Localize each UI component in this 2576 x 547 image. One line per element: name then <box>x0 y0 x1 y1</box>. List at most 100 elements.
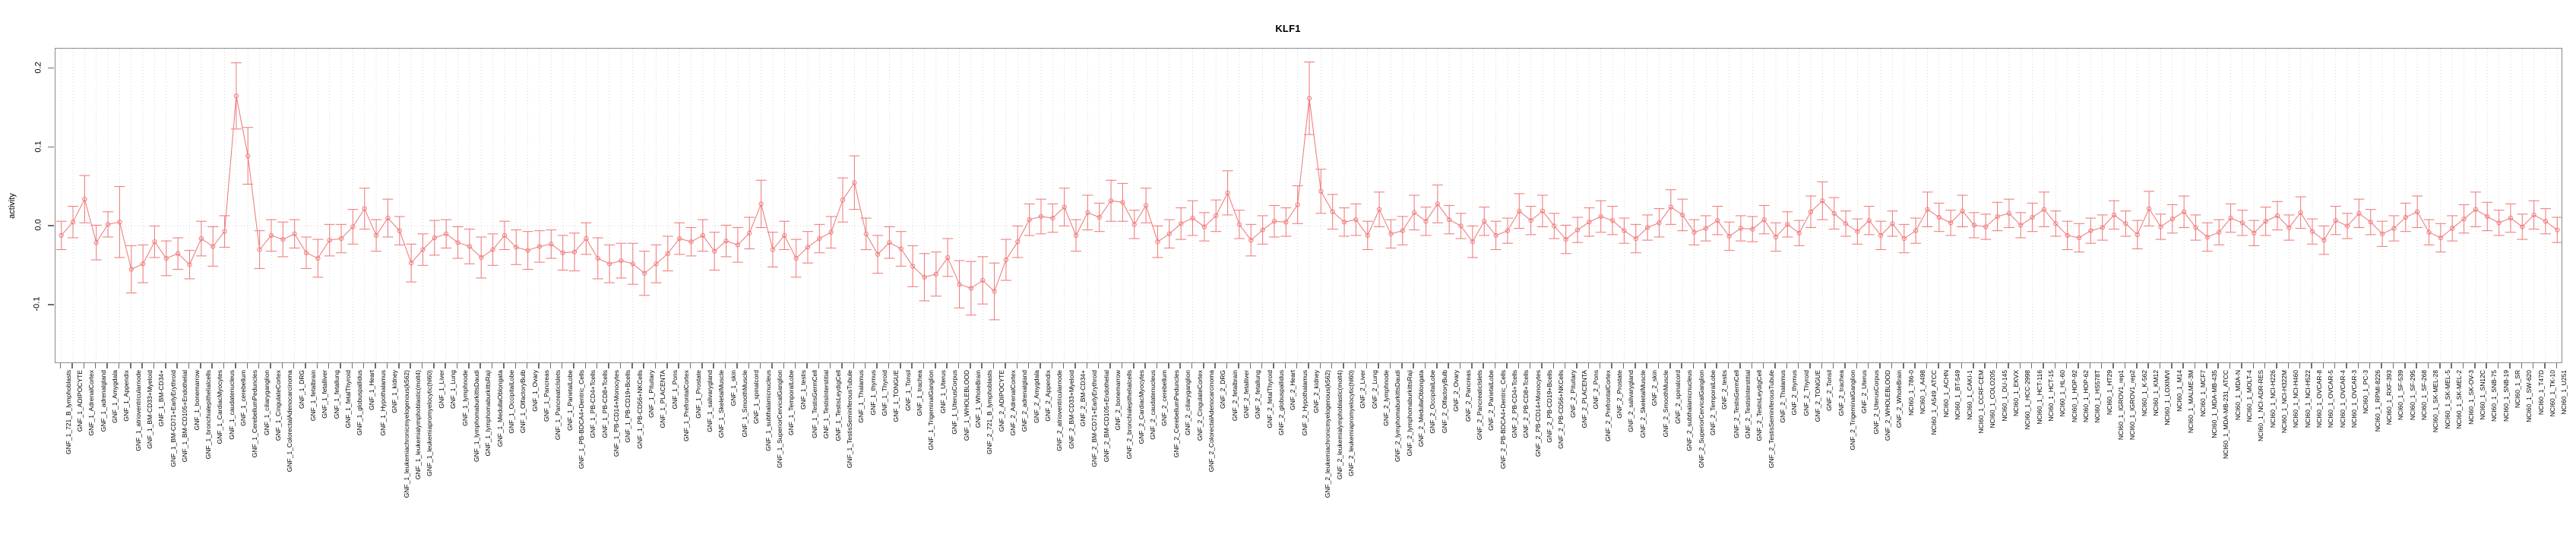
y-axis-tick-label: 0.1 <box>33 141 43 153</box>
x-axis-tick-mark <box>1424 363 1426 368</box>
x-axis-tick-mark <box>1354 363 1356 368</box>
x-axis-tick-label: GNF_2_Uterus <box>1860 370 1869 414</box>
x-axis-tick-mark <box>573 363 574 368</box>
x-axis-tick-mark <box>1681 363 1682 368</box>
x-axis-tick-label: GNF_1_PB-CD19+Bcells <box>624 370 632 443</box>
x-axis-tick-label: GNF_1_thymus <box>869 370 877 416</box>
x-axis-tick-mark <box>2264 363 2266 368</box>
x-axis-tick-label: NCI60_1_LOXIMVI <box>2163 370 2172 425</box>
x-axis-tick-mark <box>1926 363 1928 368</box>
x-axis-tick-mark <box>2054 363 2056 368</box>
x-axis-tick-label: GNF_2_PB-BDCA4+Dentric_Cells <box>1498 370 1507 470</box>
x-axis-tick-mark <box>2381 363 2382 368</box>
x-axis-tick-mark <box>724 363 726 368</box>
x-axis-tick-mark <box>701 363 703 368</box>
x-axis-tick-mark <box>2532 363 2534 368</box>
x-axis-tick-mark <box>1401 363 1403 368</box>
x-axis-tick-label: GNF_1_caudatenucleus <box>227 370 236 440</box>
x-axis-tick-label: GNF_1_subthalamicnucleus <box>764 370 772 451</box>
x-axis-tick-mark <box>1308 363 1309 368</box>
x-axis-tick-mark <box>666 363 668 368</box>
x-axis-tick-label: GNF_1_ADIPOCYTE <box>76 370 84 432</box>
x-axis-tick-label: GNF_2_skin <box>1650 370 1659 406</box>
x-axis-tick-label: NCI60_1_IGROV1_rep2 <box>2128 370 2137 441</box>
x-axis-tick-mark <box>83 363 85 368</box>
x-axis-tick-label: NCI60_1_A549_ATCC <box>1930 370 1938 435</box>
x-axis-tick-mark <box>771 363 773 368</box>
x-axis-tick-mark <box>2439 363 2441 368</box>
x-axis-tick-label: GNF_2_caudatenucleus <box>1149 370 1157 440</box>
x-axis-tick-mark <box>1109 363 1111 368</box>
x-axis-tick-mark <box>1040 363 1041 368</box>
x-axis-tick-mark <box>1448 363 1449 368</box>
x-axis-tick-mark <box>1214 363 1216 368</box>
x-axis-tick-mark <box>421 363 423 368</box>
x-axis-tick-mark <box>2065 363 2068 368</box>
x-axis-ticks: GNF_1_721_B_lymphoblasts GNF_1_ADIPOCYTE G… <box>55 363 2568 547</box>
x-axis-tick-label: GNF_2_Pons <box>1592 370 1600 409</box>
x-axis-tick-label: NCI60_1_HOP-92 <box>2070 370 2078 422</box>
x-axis-tick-label: GNF_2_Pituitary <box>1568 370 1577 418</box>
x-axis-tick-mark <box>2171 363 2173 368</box>
x-axis-tick-label: GNF_1_atrioventricularnode <box>134 370 142 451</box>
x-axis-tick-mark <box>1459 363 1461 368</box>
x-axis-tick-mark <box>1319 363 1321 368</box>
x-axis-tick-label: NCI60_1_HCT-116 <box>2035 370 2043 425</box>
x-axis-tick-mark <box>1891 363 1893 368</box>
x-axis-tick-mark <box>270 363 271 368</box>
x-axis-tick-label: GNF_1_MedullaOblongata <box>495 370 504 447</box>
x-axis-tick-label: NCI60_1_T47D <box>2536 370 2545 416</box>
x-axis-tick-label: GNF_2_WHOLEBLOOD <box>1884 370 1892 441</box>
x-axis-tick-mark <box>165 363 166 368</box>
x-axis-tick-label: GNF_1_TestisGermCell <box>811 370 818 438</box>
x-axis-tick-label: GNF_2_PB-CD4+Tcells <box>1510 370 1518 438</box>
x-axis-tick-label: GNF_1_TONGUE <box>892 370 900 422</box>
x-axis-tick-label: GNF_2_TestisSeminiferousTubule <box>1767 370 1775 469</box>
x-axis-tick-label: GNF_1_BM-CD33+Myeloid <box>146 370 154 449</box>
x-axis-tick-label: GNF_1_bonemarrow <box>192 370 201 431</box>
x-axis-tick-mark <box>1027 363 1030 368</box>
x-axis-tick-label: GNF_2_atrioventricularnode <box>1055 370 1064 451</box>
x-axis-tick-mark <box>1995 363 1998 368</box>
x-axis-tick-label: GNF_2_Hypothalamus <box>1300 370 1309 436</box>
x-axis-tick-mark <box>2100 363 2103 368</box>
x-axis-tick-mark <box>1121 363 1123 368</box>
x-axis-tick-label: GNF_1_CingulateCortex <box>274 370 282 441</box>
x-axis-tick-mark <box>2416 363 2417 368</box>
x-axis-tick-mark <box>911 363 913 368</box>
x-axis-tick-mark <box>1471 363 1473 368</box>
x-axis-tick-mark <box>619 363 622 368</box>
x-axis-tick-mark <box>1483 363 1484 368</box>
x-axis-tick-label: GNF_1_ciliaryganglion <box>262 370 271 435</box>
x-axis-tick-mark <box>1739 363 1741 368</box>
x-axis-tick-mark <box>1436 363 1438 368</box>
x-axis-tick-label: GNF_1_AdrenalCortex <box>87 370 96 436</box>
x-axis-tick-mark <box>1226 363 1228 368</box>
x-axis-tick-mark <box>1879 363 1881 368</box>
x-axis-tick-mark <box>643 363 644 368</box>
x-axis-tick-label: NCI60_1_HOP-62 <box>2082 370 2090 422</box>
x-axis-tick-mark <box>806 363 808 368</box>
x-axis-tick-label: NCI60_1_EKVX <box>2011 370 2020 416</box>
x-axis-tick-label: GNF_2_OlfactoryBulb <box>1440 370 1448 434</box>
x-axis-tick-label: GNF_1_SkeletalMuscle <box>717 370 726 438</box>
x-axis-tick-label: NCI60_1_786-0 <box>1907 370 1915 416</box>
x-axis-tick-label: NCI60_1_OVCAR-5 <box>2327 370 2335 428</box>
x-axis-tick-label: GNF_1_Heart <box>367 370 375 410</box>
x-axis-tick-mark <box>1191 363 1193 368</box>
y-axis-label-text: activity <box>8 192 17 219</box>
x-axis-tick-label: GNF_1_WHOLEBLOOD <box>962 370 970 441</box>
x-axis-tick-label: NCI60_1_MDA-MB-435 <box>2210 370 2218 438</box>
x-axis-tick-label: NCI60_1_TK-10 <box>2548 370 2556 417</box>
y-axis-tick-label: -0.1 <box>32 296 42 311</box>
x-axis-tick-mark <box>1203 363 1204 368</box>
x-axis-tick-mark <box>2089 363 2091 368</box>
x-axis-tick-mark <box>2346 363 2347 368</box>
x-axis-tick-label: GNF_1_DRG <box>297 370 305 409</box>
x-axis-tick-mark <box>2159 363 2161 368</box>
x-axis-tick-mark <box>818 363 820 368</box>
x-axis-tick-label: NCI60_1_CCRF-CEM <box>1976 370 1985 434</box>
x-axis-tick-mark <box>398 363 400 368</box>
x-axis-tick-mark <box>1635 363 1636 368</box>
x-axis-tick-mark <box>1051 363 1053 368</box>
